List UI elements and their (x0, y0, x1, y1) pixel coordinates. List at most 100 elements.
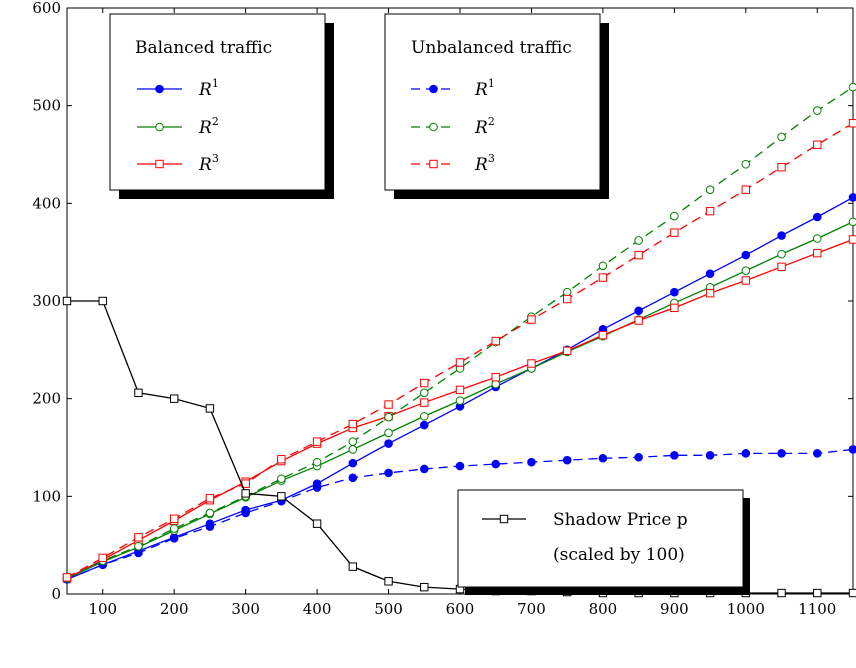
data-point (205, 508, 215, 518)
data-point (812, 449, 822, 458)
data-point (741, 276, 751, 285)
data-point (312, 519, 322, 528)
data-point (813, 140, 822, 149)
data-point (455, 461, 465, 471)
data-point (98, 296, 107, 306)
data-point (62, 573, 72, 582)
x-tick-label: 800 (589, 600, 618, 618)
legend-marker (155, 84, 164, 94)
data-point (491, 459, 501, 469)
data-point (384, 428, 393, 438)
data-point (741, 159, 751, 169)
legend-balanced: Balanced traffic R1 R2 R3 (109, 13, 334, 199)
legend-unbalanced-title: Unbalanced traffic (411, 38, 572, 58)
legend-item-shadow-price (482, 514, 526, 524)
legend-item-unbalanced-1: R2 (411, 115, 495, 138)
series-3 (62, 445, 856, 584)
data-point (419, 420, 429, 430)
legend-label: R2 (474, 115, 495, 138)
y-tick-label: 600 (32, 0, 61, 17)
data-point (62, 296, 72, 306)
data-point (705, 269, 715, 278)
data-point (420, 398, 429, 407)
data-point (705, 206, 715, 216)
data-point (98, 553, 107, 563)
legend-label: R3 (474, 152, 495, 175)
data-point (777, 231, 786, 240)
y-tick-label: 100 (32, 487, 61, 505)
data-point (169, 394, 179, 403)
data-point (670, 303, 679, 313)
data-point (741, 185, 751, 194)
legend-marker (155, 159, 164, 169)
data-point (634, 236, 643, 245)
legend-label: R2 (198, 115, 219, 138)
data-point (312, 483, 322, 492)
data-point (527, 457, 536, 467)
x-tick-label: 600 (446, 600, 475, 618)
x-tick-label: 300 (231, 600, 260, 618)
data-point (848, 445, 856, 454)
series-5 (62, 119, 856, 582)
data-point (205, 522, 215, 531)
data-point (777, 162, 786, 172)
legend-label: R1 (198, 77, 219, 100)
data-point (813, 248, 822, 258)
data-point (705, 185, 715, 194)
data-point (420, 582, 429, 592)
data-point (670, 211, 679, 221)
data-point (527, 315, 536, 324)
legend-marker (429, 159, 438, 169)
data-point (634, 452, 643, 462)
data-point (634, 250, 643, 260)
data-point (562, 346, 572, 356)
data-point (598, 453, 608, 463)
data-point (777, 132, 786, 142)
y-tick-label: 200 (32, 390, 61, 408)
series-line-5 (66, 122, 854, 578)
x-tick-label: 1000 (727, 600, 765, 618)
data-point (419, 388, 429, 398)
legend-marker (155, 122, 164, 132)
data-point (241, 508, 250, 518)
y-tick-label: 300 (32, 292, 61, 310)
data-point (312, 437, 322, 446)
data-point (348, 458, 358, 468)
data-point (598, 261, 608, 271)
legend-item-balanced-2: R3 (137, 152, 219, 175)
data-point (169, 534, 179, 543)
x-tick-label: 900 (660, 600, 689, 618)
data-point (348, 562, 358, 571)
data-point (384, 400, 393, 409)
data-point (277, 492, 286, 501)
x-tick-label: 200 (160, 600, 189, 618)
legend-item-unbalanced-0: R1 (411, 77, 495, 100)
data-point (812, 212, 822, 222)
x-tick-label: 700 (517, 600, 546, 618)
y-tick-label: 400 (32, 194, 61, 212)
data-point (169, 514, 179, 523)
legend-item-balanced-0: R1 (137, 77, 219, 100)
legend-unbalanced: Unbalanced traffic R1 R2 R3 (384, 13, 609, 199)
x-tick-label: 100 (88, 600, 117, 618)
legend-item-unbalanced-2: R3 (411, 152, 495, 175)
data-point (348, 437, 358, 446)
data-point (848, 119, 856, 128)
legend-label: R3 (198, 152, 219, 175)
data-point (384, 468, 393, 478)
legend-balanced-title: Balanced traffic (135, 38, 272, 58)
data-point (134, 541, 143, 551)
data-point (741, 449, 751, 458)
data-point (777, 588, 786, 598)
data-point (705, 451, 715, 460)
data-point (777, 449, 786, 458)
data-point (455, 358, 465, 367)
data-point (455, 396, 465, 405)
data-point (348, 445, 358, 454)
legend-shadow-note: (scaled by 100) (553, 545, 685, 565)
x-tick-label: 500 (374, 600, 403, 618)
data-point (634, 306, 643, 316)
data-point (813, 588, 822, 598)
data-point (848, 193, 856, 202)
data-point (419, 464, 429, 474)
